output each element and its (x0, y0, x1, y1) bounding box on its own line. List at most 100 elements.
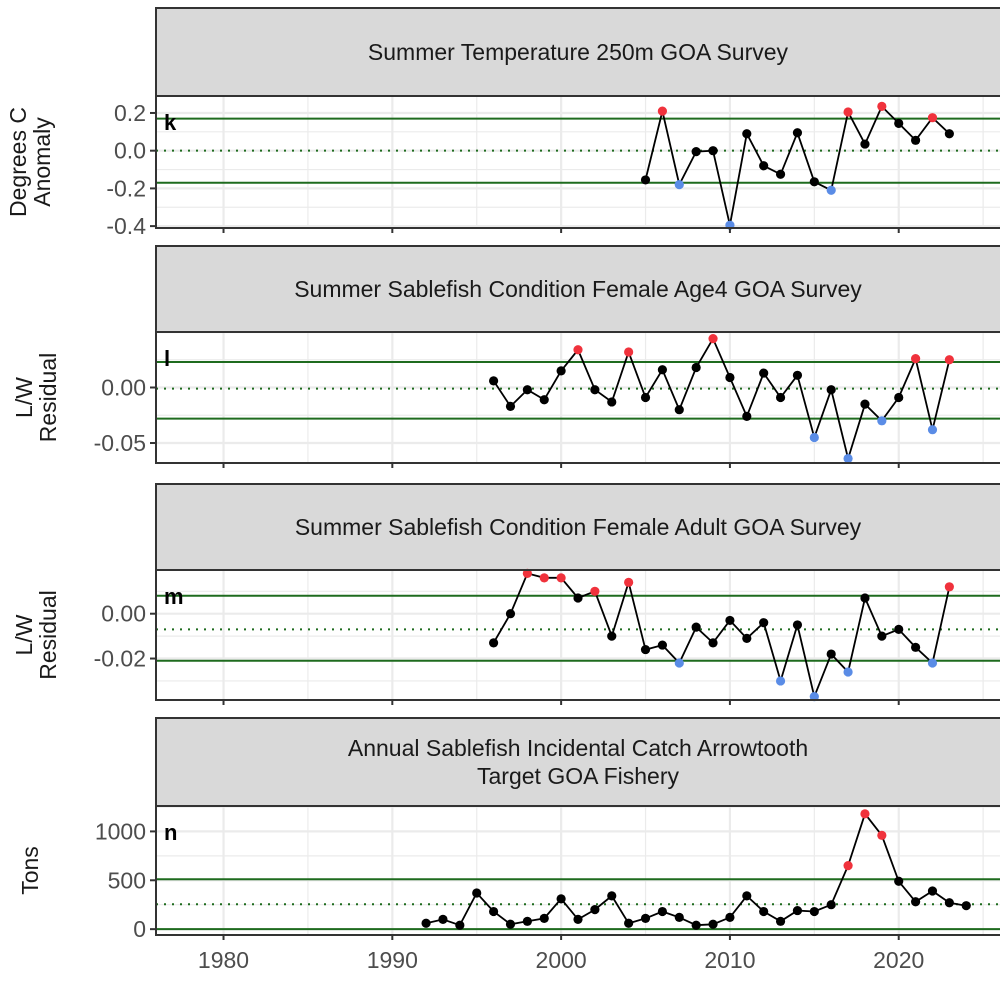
data-point (860, 809, 870, 819)
data-point (607, 397, 617, 407)
data-point (624, 577, 634, 587)
panel-l: Summer Sablefish Condition Female Age4 G… (11, 245, 1000, 468)
data-point (927, 113, 938, 123)
y-tick-label: 0 (133, 916, 146, 942)
x-tick-label: 1980 (198, 947, 249, 973)
data-point (607, 631, 617, 641)
data-point (742, 633, 752, 643)
data-point (590, 586, 600, 596)
data-point (640, 913, 651, 923)
data-point (657, 640, 668, 650)
y-axis-label: Residual (35, 590, 61, 680)
y-axis-label: Degrees C (5, 107, 31, 217)
y-tick-label: -0.4 (106, 213, 146, 239)
strip-background (155, 245, 1000, 333)
data-point (505, 919, 516, 929)
data-point (657, 906, 668, 917)
data-point (759, 618, 769, 628)
data-point (725, 912, 735, 923)
data-point (505, 609, 516, 619)
panel-title: Annual Sablefish Incidental Catch Arrowt… (348, 735, 808, 761)
data-point (775, 916, 786, 926)
data-point (674, 180, 684, 190)
y-tick-label: -0.05 (94, 430, 146, 456)
data-point (759, 368, 769, 378)
data-point (725, 372, 735, 383)
data-point (911, 135, 921, 145)
data-point (775, 169, 786, 179)
y-tick-label: 0.00 (101, 375, 146, 401)
data-point (624, 918, 634, 928)
data-point (573, 914, 583, 924)
panel-m: Summer Sablefish Condition Female Adult … (11, 483, 1000, 705)
data-point (674, 912, 684, 923)
data-point (944, 582, 954, 592)
data-point (826, 900, 836, 910)
data-point (489, 638, 499, 648)
data-point (624, 347, 634, 357)
panel-title: Target GOA Fishery (477, 763, 679, 789)
y-axis-label: Anomaly (29, 117, 55, 207)
data-point (573, 345, 583, 355)
panel-n: Annual Sablefish Incidental Catch Arrowt… (17, 717, 1000, 973)
data-point (708, 919, 718, 929)
y-tick-label: 1000 (95, 818, 146, 844)
data-point (742, 891, 752, 901)
data-point (522, 568, 532, 578)
plot-background (156, 96, 1000, 228)
y-axis-label: L/W (11, 377, 37, 418)
data-point (674, 658, 684, 668)
data-point (809, 432, 819, 443)
data-point (961, 901, 971, 911)
data-point (556, 573, 566, 583)
strip-background (155, 7, 1000, 97)
data-point (725, 615, 735, 626)
panel-title: Summer Sablefish Condition Female Adult … (295, 514, 862, 540)
data-point (708, 638, 718, 648)
series-line (492, 572, 951, 700)
data-point (539, 573, 549, 583)
data-point (843, 107, 853, 117)
panel-tag-label: m (164, 584, 184, 609)
data-point (809, 906, 819, 917)
data-point (775, 392, 786, 403)
data-point (522, 916, 532, 926)
data-point (809, 177, 819, 187)
panel-title: Summer Temperature 250m GOA Survey (368, 39, 789, 65)
data-point (505, 401, 516, 411)
data-point (522, 385, 532, 395)
panel-tag-label: l (164, 346, 170, 371)
data-point (489, 376, 499, 386)
data-point (877, 101, 887, 111)
data-point (438, 914, 448, 924)
data-point (927, 425, 938, 435)
data-point (927, 886, 938, 896)
data-point (742, 411, 752, 421)
data-point (944, 129, 954, 139)
data-point (708, 146, 718, 156)
data-point (860, 399, 870, 409)
data-point (691, 622, 701, 632)
panel-border (155, 569, 1000, 701)
data-point (792, 128, 803, 138)
data-point (539, 395, 549, 405)
data-point (607, 891, 617, 901)
data-point (640, 392, 651, 403)
data-point (843, 453, 853, 464)
data-point (894, 392, 904, 403)
y-axis-label: Residual (35, 353, 61, 443)
data-point (911, 354, 921, 364)
data-point (759, 161, 769, 171)
panel-border (155, 331, 1000, 464)
y-tick-label: 0.2 (114, 100, 146, 126)
panel-k: Summer Temperature 250m GOA Survey k -0.4 -… (5, 7, 1000, 239)
series-line (492, 336, 951, 462)
data-point (826, 649, 836, 659)
data-point (877, 830, 887, 840)
data-point (894, 118, 904, 128)
plot-background (156, 806, 1000, 935)
data-point (539, 913, 549, 923)
data-point (556, 894, 566, 904)
y-tick-label: 0.00 (101, 601, 146, 627)
